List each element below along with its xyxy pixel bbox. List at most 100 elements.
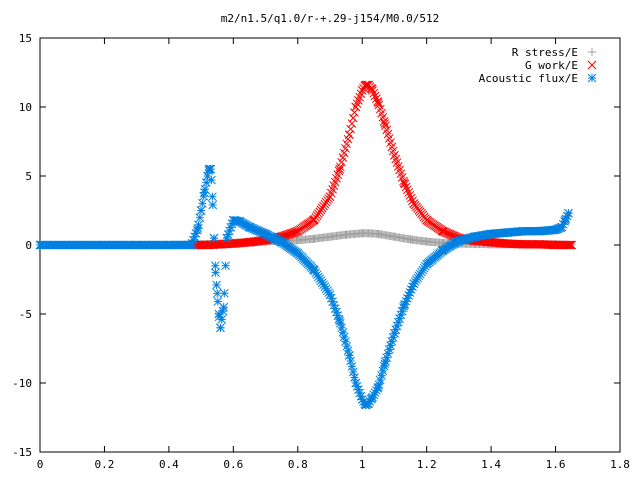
data-point [454,236,464,246]
data-point [219,302,229,312]
data-point [551,240,560,250]
data-point [356,89,366,99]
data-point [132,240,142,250]
data-point [354,96,363,105]
data-point [338,328,348,337]
data-point [351,102,361,112]
legend-marker [588,48,596,56]
data-point [221,261,230,271]
legend-label: Acoustic flux/E [479,72,578,85]
x-tick-label: 1.2 [417,458,437,471]
data-point [235,217,245,226]
data-point [374,229,383,238]
data-point [399,301,409,311]
data-point [535,239,544,249]
legend-marker [587,60,597,70]
data-point [348,113,358,123]
data-point [438,246,448,255]
x-tick-label: 0.2 [95,458,115,471]
data-point [203,171,212,181]
y-tick-label: 5 [25,170,32,183]
data-point [373,98,383,108]
data-point [535,226,544,236]
data-point [361,80,370,90]
data-point [380,359,390,369]
data-point [564,208,573,218]
data-point [399,178,409,188]
data-point [347,362,357,371]
data-point [325,290,335,300]
data-point [212,288,222,298]
data-point [390,150,399,160]
x-tick-label: 1.4 [481,458,501,471]
y-tick-label: 15 [19,32,32,45]
series-layer [35,80,577,410]
data-point [346,124,355,134]
data-point [203,240,212,250]
y-tick-label: 10 [19,101,32,114]
x-tick-label: 0.6 [223,458,243,471]
data-point [390,328,399,338]
data-point [245,237,254,247]
data-point [422,259,432,269]
data-point [562,240,572,250]
axes: 0 0.2 0.4 0.6 0.8 1 1.2 1.4 1.6 1.8 15 10 5 0 -5 -10 -15 [12,32,630,471]
data-point [402,185,412,195]
data-point [486,237,496,247]
data-point [364,80,374,90]
x-tick-label: 1 [359,458,366,471]
data-point [198,198,207,208]
data-point [164,240,174,250]
data-point [219,288,229,298]
data-point [438,226,448,236]
data-point [277,237,287,247]
data-point [222,233,232,243]
data-point [422,237,431,246]
data-point [245,222,254,232]
x-tick-label: 0 [37,458,44,471]
data-point [380,119,390,128]
data-point [350,108,359,117]
data-point [199,188,209,197]
data-point [372,94,381,104]
data-point [518,239,528,249]
data-point [344,130,354,139]
data-point [486,229,496,239]
data-point [399,176,408,186]
data-point [369,88,379,98]
data-point [409,279,419,288]
legend-label: G work/E [525,59,578,72]
data-point [351,378,361,388]
data-point [67,240,77,250]
data-point [401,182,411,192]
data-point [35,240,45,250]
chart-title: m2/n1.5/q1.0/r-+.29-j154/M0.0/512 [221,12,440,25]
y-tick-label: 0 [25,239,32,252]
data-point [368,86,377,95]
y-tick-label: -5 [19,308,32,321]
data-point [565,240,575,250]
data-point [557,222,567,232]
data-point [208,192,217,202]
data-point [212,280,221,290]
data-point [518,226,528,236]
data-point [370,91,380,101]
data-point [409,199,419,208]
data-point [357,86,367,95]
data-point [404,188,413,197]
x-tick-label: 1.8 [610,458,630,471]
data-point [228,239,238,248]
data-point [187,240,196,250]
data-point [346,356,355,366]
data-point [196,206,206,215]
data-point [309,234,318,243]
data-point [502,228,512,237]
y-tick-label: -10 [12,377,32,390]
data-point [344,351,354,360]
data-point [342,230,351,239]
data-point [100,240,109,250]
data-point [293,226,303,236]
data-point [292,227,301,236]
data-point [335,316,345,326]
